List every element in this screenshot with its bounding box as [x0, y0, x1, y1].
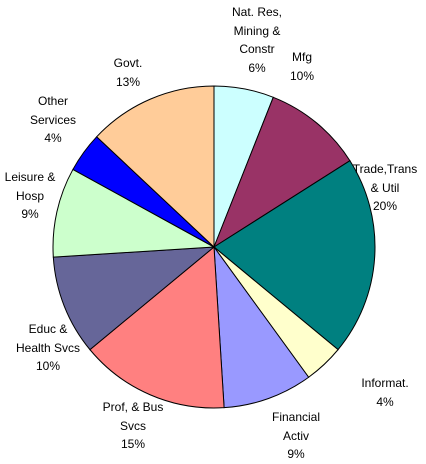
- slice-label: Other Services 4%: [30, 92, 76, 148]
- slice-label: Prof, & Bus Svcs 15%: [103, 398, 164, 454]
- pie-slice: [213, 245, 310, 409]
- percent-label: 4%: [376, 394, 394, 409]
- slice-label: Mfg 10%: [290, 48, 314, 85]
- slice-label: Leisure & Hosp 9%: [5, 168, 56, 224]
- percent-label: 13%: [115, 74, 141, 89]
- slice-label: Trade,Trans & Util 20%: [353, 160, 417, 216]
- category-name: Trade,Trans & Util: [352, 162, 418, 195]
- percent-label: 4%: [44, 131, 62, 145]
- category-name: Informat.: [361, 376, 409, 390]
- percent-label: 15%: [120, 437, 146, 451]
- slice-label: Financial Activ 9%: [272, 408, 320, 464]
- category-name: Other Services: [29, 94, 77, 127]
- percent-label: 9%: [21, 207, 39, 221]
- pie-slice: [213, 160, 376, 351]
- slice-label: Educ & Health Svcs 10%: [16, 320, 80, 376]
- percent-label: 10%: [289, 68, 315, 83]
- slice-label: Govt. 13%: [114, 54, 143, 91]
- category-name: Govt.: [113, 56, 143, 70]
- percent-label: 10%: [35, 359, 61, 373]
- pie-slice: [212, 96, 351, 249]
- pie-slice: [52, 246, 216, 351]
- category-name: Leisure & Hosp: [4, 170, 56, 203]
- category-name: Mfg: [291, 50, 312, 64]
- pie-slice: [52, 168, 216, 258]
- category-name: Nat. Res, Mining & Constr: [231, 5, 283, 56]
- pie-slice: [89, 245, 225, 409]
- percent-label: 9%: [287, 447, 305, 461]
- percent-label: 20%: [372, 199, 398, 213]
- category-name: Educ & Health Svcs: [15, 322, 81, 355]
- slice-label: Informat. 4%: [361, 374, 408, 411]
- pie-slice: [95, 85, 215, 249]
- slice-label: Nat. Res, Mining & Constr 6%: [232, 3, 282, 77]
- category-name: Financial Activ: [271, 410, 321, 443]
- percent-label: 6%: [248, 60, 266, 75]
- category-name: Prof, & Bus Svcs: [102, 400, 164, 433]
